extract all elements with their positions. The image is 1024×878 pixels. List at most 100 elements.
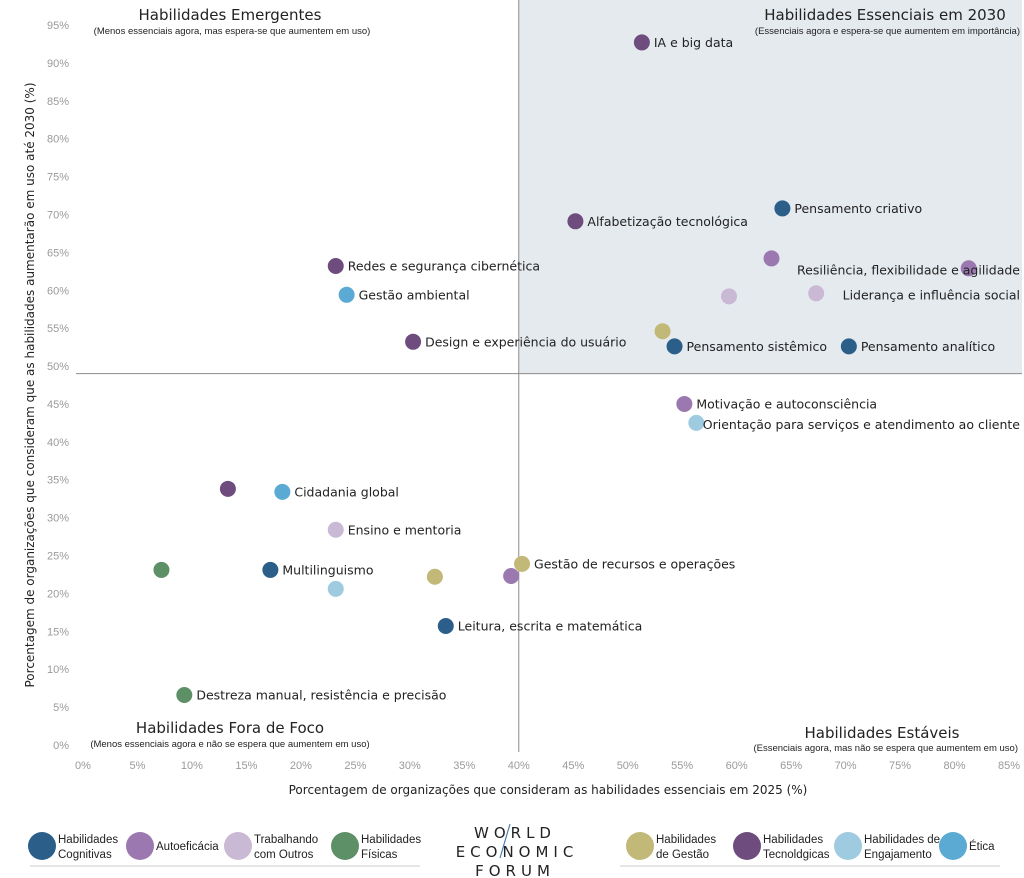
quadrant-subtitle-out-of-focus: (Menos essenciais agora e não se espera … — [90, 739, 369, 750]
data-point-label: Pensamento sistêmico — [687, 339, 827, 354]
data-point — [763, 250, 780, 267]
data-point — [327, 258, 344, 275]
legend: Habilidades Cognitivas Autoeficácia Trabalh… — [28, 832, 995, 861]
y-tick-label: 85% — [47, 96, 69, 108]
legend-swatch — [626, 832, 654, 860]
x-tick-label: 35% — [453, 760, 475, 772]
logo-line-3: FORUM — [475, 862, 555, 878]
quadrant-title-emerging: Habilidades Emergentes — [139, 6, 322, 24]
y-tick-label: 30% — [47, 513, 69, 525]
x-axis-ticks: 0% 5% 10% 15% 20% 25% 30% 35% 40% 45% 50% 55% 60% 65%… — [75, 760, 1020, 772]
x-tick-label: 10% — [181, 760, 203, 772]
x-tick-label: 0% — [75, 760, 91, 772]
x-tick-label: 80% — [944, 760, 966, 772]
x-tick-label: 55% — [671, 760, 693, 772]
x-axis-label: Porcentagem de organizações que consider… — [289, 783, 808, 797]
data-point — [633, 34, 650, 51]
data-point-label: Multilinguismo — [282, 562, 373, 577]
x-tick-label: 15% — [235, 760, 257, 772]
data-point-label: Leitura, escrita e matemática — [458, 619, 643, 634]
data-point — [426, 568, 443, 585]
y-tick-label: 55% — [47, 323, 69, 335]
data-point-label: Motivação e autoconsciência — [696, 396, 877, 411]
data-point-label: Cidadania global — [294, 484, 399, 499]
y-tick-label: 35% — [47, 475, 69, 487]
legend-label: de Gestão — [656, 849, 709, 861]
legend-item-autoeficacia: Autoeficácia — [126, 832, 219, 860]
y-tick-label: 95% — [47, 20, 69, 32]
data-point-label: Gestão ambiental — [359, 287, 470, 302]
y-tick-label: 90% — [47, 58, 69, 70]
data-point — [721, 288, 738, 305]
legend-label: Cognitivas — [58, 849, 112, 861]
x-tick-label: 40% — [508, 760, 530, 772]
y-tick-label: 60% — [47, 285, 69, 297]
data-point — [840, 338, 857, 355]
logo-line-1: WORLD — [474, 824, 556, 842]
y-axis-label: Porcentagem de organizações que consider… — [23, 82, 37, 687]
y-tick-label: 0% — [53, 740, 69, 752]
data-point — [774, 200, 791, 217]
y-tick-label: 10% — [47, 664, 69, 676]
x-tick-label: 20% — [290, 760, 312, 772]
data-point — [960, 260, 977, 277]
legend-item-engajamento: Habilidades de Engajamento — [834, 832, 940, 861]
legend-item-cognitivas: Habilidades Cognitivas — [28, 832, 118, 861]
quadrant-subtitle-emerging: (Menos essenciais agora, mas espera-se q… — [94, 26, 371, 37]
data-point-label: Resiliência, flexibilidade e agilidade — [797, 262, 1020, 277]
legend-swatch — [939, 832, 967, 860]
legend-swatch — [331, 832, 359, 860]
x-tick-label: 65% — [780, 760, 802, 772]
legend-swatch — [733, 832, 761, 860]
data-point — [676, 395, 693, 412]
data-point — [654, 323, 671, 340]
data-point-label: Gestão de recursos e operações — [534, 556, 735, 571]
data-point-label: Redes e segurança cibernética — [348, 259, 540, 274]
legend-label: Habilidades — [763, 834, 823, 846]
legend-label: Habilidades — [58, 834, 118, 846]
x-tick-label: 70% — [835, 760, 857, 772]
y-tick-label: 80% — [47, 134, 69, 146]
data-point — [327, 521, 344, 538]
data-point-label: Liderança e influência social — [843, 287, 1020, 302]
x-tick-label: 60% — [726, 760, 748, 772]
logo-arc-mark — [499, 823, 511, 859]
data-point — [808, 285, 825, 302]
data-point — [567, 213, 584, 230]
data-points: IA e big data Pensamento criativo Alfabeti… — [153, 34, 1020, 703]
x-tick-label: 75% — [889, 760, 911, 772]
legend-swatch — [28, 832, 56, 860]
y-tick-label: 45% — [47, 399, 69, 411]
data-point — [338, 286, 355, 303]
y-tick-label: 20% — [47, 588, 69, 600]
data-point-label: Orientação para serviços e atendimento a… — [703, 417, 1021, 432]
y-axis-ticks: 0% 5% 10% 15% 20% 25% 30% 35% 40% 45% 50% 55% 60% 65%… — [47, 20, 69, 752]
legend-item-fisicas: Habilidades Físicas — [331, 832, 421, 861]
x-tick-label: 30% — [399, 760, 421, 772]
legend-label: Habilidades — [361, 834, 421, 846]
world-economic-forum-logo: WORLD ECONOMIC FORUM — [456, 823, 573, 878]
data-point — [405, 333, 422, 350]
x-tick-label: 50% — [617, 760, 639, 772]
y-tick-label: 25% — [47, 551, 69, 563]
data-point-label: IA e big data — [654, 35, 733, 50]
data-point — [666, 338, 683, 355]
y-tick-label: 40% — [47, 437, 69, 449]
legend-item-outros: Trabalhando com Outros — [224, 832, 318, 861]
quadrant-title-out-of-focus: Habilidades Fora de Foco — [136, 719, 324, 737]
data-point-label: Alfabetização tecnológica — [587, 214, 748, 229]
quadrant-subtitle-essential-2030: (Essenciais agora e espera-se que aument… — [755, 26, 1020, 37]
legend-label: Habilidades de — [864, 834, 940, 846]
y-tick-label: 75% — [47, 172, 69, 184]
y-tick-label: 5% — [53, 702, 69, 714]
data-point — [262, 561, 279, 578]
legend-label: Físicas — [361, 849, 398, 861]
data-point-label: Destreza manual, resistência e precisão — [196, 687, 446, 702]
y-tick-label: 15% — [47, 626, 69, 638]
data-point-label: Design e experiência do usuário — [425, 334, 626, 349]
data-point — [219, 480, 236, 497]
data-point-label: Pensamento criativo — [794, 201, 922, 216]
legend-label: com Outros — [254, 849, 314, 861]
y-tick-label: 65% — [47, 247, 69, 259]
legend-item-gestao: Habilidades de Gestão — [626, 832, 716, 861]
